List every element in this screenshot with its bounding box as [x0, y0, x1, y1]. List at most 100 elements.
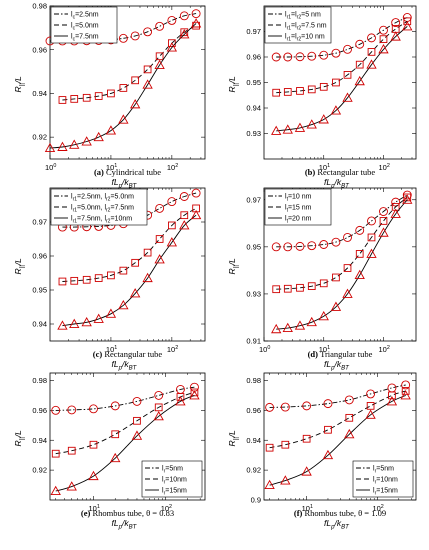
circle-marker	[344, 395, 354, 405]
y-tick-label: 0.96	[246, 53, 261, 62]
y-tick-label: 0.95	[246, 242, 261, 251]
triangle-marker	[57, 320, 68, 330]
circle-marker	[319, 240, 329, 249]
square-marker	[332, 78, 340, 87]
legend: lr1=2.5nm, lr2=5.0nm lr1=5.0nm, lr2=7.5nm…	[50, 188, 148, 226]
square-marker	[51, 449, 60, 458]
triangle-marker	[306, 316, 317, 327]
circle-marker	[379, 207, 388, 216]
y-tick-label: 0.92	[32, 133, 47, 142]
legend-entry-3: lc=7.5nm	[71, 34, 99, 43]
triangle-marker	[175, 396, 186, 406]
square-marker	[154, 403, 163, 412]
triangle-marker	[306, 119, 317, 129]
circle-marker	[283, 52, 293, 62]
circle-marker	[155, 21, 165, 31]
square-marker	[180, 211, 189, 220]
square-marker	[296, 87, 304, 95]
legend-entry-1: lr=5nm	[162, 466, 183, 475]
square-marker	[107, 271, 115, 280]
y-tick-label: 0.96	[32, 406, 47, 415]
square-marker	[131, 258, 140, 267]
panel-caption: (c) Rectangular tube	[93, 349, 163, 359]
legend-entry-1: lr=5nm	[373, 466, 394, 475]
square-marker	[388, 391, 396, 400]
triangle-marker	[154, 254, 165, 264]
legend-entry-2: lr1=5.0nm, lr2=7.5nm	[71, 205, 134, 214]
circle-marker	[402, 190, 412, 200]
circle-marker	[154, 390, 164, 400]
legend: lr1=lr2=5 nm lr1=lr2=7.5 nm lr1=lr2=10 nm	[264, 6, 332, 44]
circle-marker	[307, 241, 317, 251]
chart-panel-5: 101 102 0.92 0.94 0.96 0.98 fLp/kBT R||/L lr=5nm…	[13, 372, 206, 531]
legend-entry-1: lr1=lr2=5 nm	[285, 12, 321, 21]
circle-marker	[143, 27, 153, 37]
circle-marker	[271, 52, 281, 62]
triangle-marker	[366, 248, 377, 258]
x-tick-label: 102	[167, 163, 178, 172]
x-axis-label: fLp/kBT	[112, 518, 138, 531]
legend-entry-2: lt=15 nm	[285, 205, 312, 214]
square-marker	[403, 193, 412, 202]
circle-marker	[179, 11, 189, 21]
y-axis-label: R||/L	[227, 76, 240, 93]
triangle-marker	[390, 208, 401, 218]
circle-marker	[391, 197, 401, 207]
triangle-marker	[390, 31, 401, 41]
triangle-marker	[166, 237, 178, 247]
circle-marker	[265, 402, 275, 412]
legend-entry-3: lr1=lr2=10 nm	[285, 34, 325, 43]
square-marker	[355, 60, 364, 69]
legend-entry-2: lr=10nm	[162, 477, 187, 486]
triangle-marker	[400, 390, 411, 400]
circle-marker	[191, 188, 201, 198]
circle-marker	[366, 389, 376, 399]
plot-frame	[263, 372, 417, 501]
square-marker	[343, 70, 352, 79]
legend-entry-3: lr1=7.5nm, lr2=10nm	[71, 216, 132, 225]
y-tick-label: 0.94	[32, 436, 47, 445]
triangle-marker	[189, 390, 200, 400]
square-marker	[89, 440, 98, 449]
legend: lt=10 nm lt=15 nm lt=20 nm	[264, 188, 332, 226]
square-marker	[143, 65, 152, 74]
x-tick-label: 101	[319, 163, 330, 172]
triangle-marker	[354, 75, 365, 86]
series-line-1	[269, 384, 406, 408]
triangle-marker	[69, 139, 80, 149]
plot-frame	[263, 187, 417, 342]
triangle-marker	[294, 122, 306, 132]
triangle-marker	[93, 313, 104, 323]
triangle-marker	[88, 470, 99, 481]
square-marker	[366, 402, 375, 410]
circle-marker	[130, 31, 140, 41]
triangle-marker	[354, 269, 365, 280]
circle-marker	[391, 18, 401, 28]
triangle-marker	[118, 114, 129, 124]
y-axis-label: R||/L	[227, 258, 240, 275]
circle-marker	[167, 15, 177, 25]
square-marker	[192, 204, 200, 213]
triangle-marker	[322, 449, 334, 460]
legend-entry-2: lc=5.0nm	[71, 23, 99, 32]
triangle-marker	[366, 59, 377, 69]
x-axis-label: fLp/kBT	[324, 177, 350, 190]
triangle-marker	[153, 411, 164, 421]
triangle-marker	[81, 136, 92, 146]
series-line-1	[55, 386, 195, 411]
y-tick-label: 0.94	[246, 436, 261, 445]
square-marker	[107, 89, 115, 98]
square-marker	[111, 430, 120, 439]
square-marker	[176, 393, 185, 401]
legend-entry-3: lt=20 nm	[285, 216, 312, 225]
series-line-2	[276, 20, 408, 94]
chart-panel-1: 100 101 102 0.92 0.94 0.96 0.98 fLp/kBT R||/L lc=…	[13, 2, 206, 190]
triangle-marker	[386, 396, 398, 406]
square-marker	[281, 440, 290, 449]
x-axis-label: fLp/kBT	[112, 177, 138, 190]
legend-entry-1: lc=2.5nm	[71, 12, 99, 21]
square-marker	[367, 48, 376, 56]
triangle-marker	[179, 29, 190, 39]
square-marker	[355, 250, 364, 258]
